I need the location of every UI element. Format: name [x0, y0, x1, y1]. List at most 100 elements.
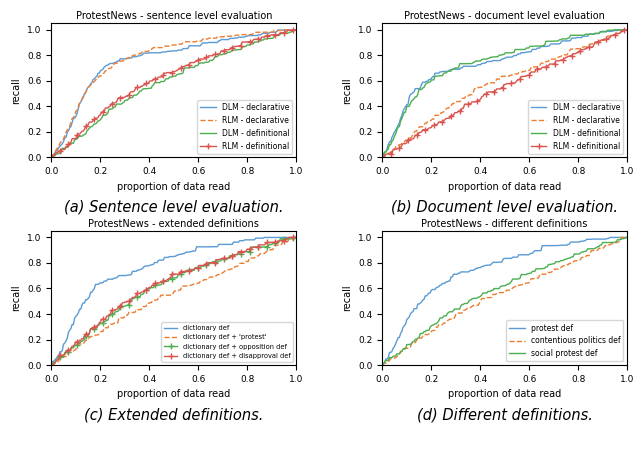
DLM - declarative	[611, 28, 619, 33]
dictionary def	[273, 234, 280, 240]
Line: RLM - definitional: RLM - definitional	[380, 27, 630, 160]
DLM - declarative	[113, 59, 120, 65]
RLM - declarative	[292, 27, 300, 33]
DLM - declarative	[292, 27, 300, 33]
RLM - declarative	[57, 139, 65, 144]
RLM - declarative	[602, 36, 610, 41]
protest def	[388, 349, 396, 354]
social protest def	[393, 351, 401, 357]
DLM - definitional	[424, 80, 431, 86]
dictionary def + disapproval def	[57, 352, 65, 358]
X-axis label: proportion of data read: proportion of data read	[117, 389, 230, 399]
RLM - declarative	[623, 27, 631, 33]
dictionary def + disapproval def	[271, 240, 279, 245]
dictionary def	[292, 234, 300, 240]
social protest def	[424, 328, 431, 333]
Line: DLM - definitional: DLM - definitional	[51, 30, 296, 157]
dictionary def + disapproval def	[113, 307, 120, 312]
dictionary def + disapproval def	[93, 323, 100, 329]
DLM - definitional	[113, 101, 120, 107]
Legend: DLM - declarative, RLM - declarative, DLM - definitional, RLM - definitional: DLM - declarative, RLM - declarative, DL…	[197, 100, 292, 154]
dictionary def + opposition def	[291, 234, 299, 240]
Title: ProtestNews - document level evaluation: ProtestNews - document level evaluation	[404, 11, 605, 21]
RLM - definitional	[113, 99, 120, 105]
Line: contentious politics def: contentious politics def	[382, 237, 627, 365]
contentious politics def	[611, 240, 619, 245]
protest def	[602, 236, 610, 242]
DLM - definitional	[444, 69, 451, 74]
Text: (a) Sentence level evaluation.: (a) Sentence level evaluation.	[64, 199, 284, 214]
social protest def	[444, 311, 451, 316]
dictionary def + disapproval def	[292, 234, 300, 240]
dictionary def + opposition def	[93, 325, 100, 330]
dictionary def + 'protest'	[93, 332, 100, 338]
DLM - definitional	[292, 27, 300, 33]
dictionary def + opposition def	[113, 309, 120, 314]
RLM - definitional	[393, 146, 401, 152]
dictionary def + 'protest'	[47, 362, 55, 368]
DLM - declarative	[287, 27, 295, 33]
RLM - declarative	[282, 27, 289, 33]
DLM - declarative	[93, 73, 100, 79]
DLM - definitional	[378, 154, 386, 160]
Legend: dictionary def, dictionary def + 'protest', dictionary def + opposition def, dic: dictionary def, dictionary def + 'protes…	[161, 322, 293, 362]
Y-axis label: recall: recall	[342, 77, 353, 104]
X-axis label: proportion of data read: proportion of data read	[448, 182, 561, 192]
dictionary def + 'protest'	[292, 234, 300, 240]
RLM - definitional	[623, 27, 631, 33]
RLM - definitional	[62, 144, 70, 149]
RLM - definitional	[280, 30, 288, 36]
DLM - declarative	[424, 79, 431, 84]
RLM - definitional	[290, 27, 298, 33]
Title: ProtestNews - different definitions: ProtestNews - different definitions	[422, 219, 588, 229]
Y-axis label: recall: recall	[12, 77, 22, 104]
dictionary def + 'protest'	[113, 320, 120, 326]
Line: dictionary def + disapproval def: dictionary def + disapproval def	[49, 234, 299, 368]
Line: dictionary def + opposition def: dictionary def + opposition def	[49, 234, 299, 368]
DLM - definitional	[602, 29, 610, 35]
RLM - declarative	[113, 60, 120, 66]
contentious politics def	[623, 234, 631, 240]
DLM - declarative	[388, 135, 396, 140]
DLM - declarative	[57, 142, 65, 148]
protest def	[606, 234, 614, 240]
dictionary def	[282, 234, 289, 240]
social protest def	[602, 240, 610, 245]
RLM - declarative	[378, 154, 386, 160]
DLM - declarative	[47, 154, 55, 160]
RLM - declarative	[47, 154, 55, 160]
dictionary def + 'protest'	[290, 234, 298, 240]
dictionary def + 'protest'	[271, 242, 279, 248]
RLM - definitional	[620, 27, 627, 33]
contentious politics def	[602, 243, 610, 249]
RLM - definitional	[388, 151, 396, 157]
protest def	[612, 234, 620, 240]
dictionary def	[260, 234, 268, 240]
DLM - definitional	[393, 127, 401, 133]
Title: ProtestNews - sentence level evaluation: ProtestNews - sentence level evaluation	[76, 11, 272, 21]
dictionary def	[57, 349, 65, 355]
RLM - declarative	[622, 27, 630, 33]
social protest def	[611, 240, 619, 245]
RLM - definitional	[378, 154, 386, 160]
dictionary def + disapproval def	[62, 350, 70, 355]
X-axis label: proportion of data read: proportion of data read	[117, 182, 230, 192]
DLM - declarative	[623, 27, 631, 33]
dictionary def + opposition def	[271, 240, 279, 245]
protest def	[623, 234, 631, 240]
Line: dictionary def + 'protest': dictionary def + 'protest'	[51, 237, 296, 365]
Line: RLM - declarative: RLM - declarative	[382, 30, 627, 157]
Title: ProtestNews - extended definitions: ProtestNews - extended definitions	[88, 219, 259, 229]
DLM - definitional	[47, 154, 55, 160]
DLM - declarative	[271, 29, 279, 35]
contentious politics def	[617, 234, 625, 240]
RLM - declarative	[611, 32, 619, 38]
Line: social protest def: social protest def	[382, 237, 627, 365]
Line: DLM - declarative: DLM - declarative	[51, 30, 296, 157]
RLM - definitional	[47, 154, 55, 160]
Legend: protest def, contentious politics def, social protest def: protest def, contentious politics def, s…	[506, 321, 623, 361]
DLM - declarative	[393, 125, 401, 131]
DLM - definitional	[610, 27, 618, 33]
dictionary def + disapproval def	[47, 362, 55, 368]
RLM - definitional	[424, 126, 431, 132]
